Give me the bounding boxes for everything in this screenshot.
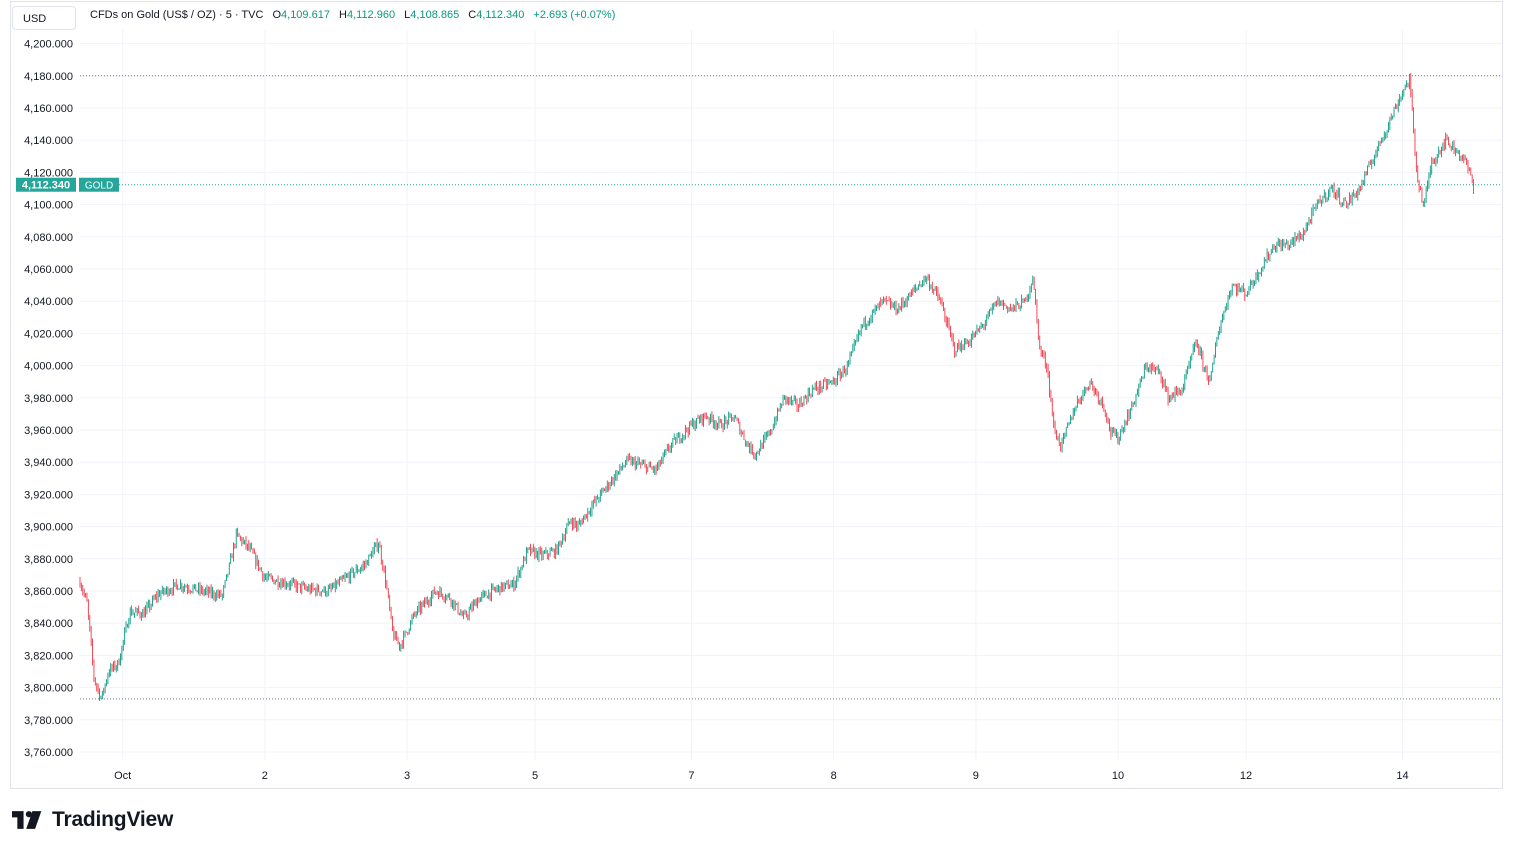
y-tick-label: 4,100.000 xyxy=(24,200,73,212)
y-tick-label: 3,980.000 xyxy=(24,393,73,405)
x-tick-label: 7 xyxy=(688,770,694,782)
y-tick-label: 3,920.000 xyxy=(24,489,73,501)
y-tick-label: 4,000.000 xyxy=(24,361,73,373)
price-tag-value: 4,112.340 xyxy=(22,180,70,192)
ohlc-legend: CFDs on Gold (US$ / OZ) · 5 · TVC O4,109… xyxy=(90,9,615,21)
x-tick-label: Oct xyxy=(114,770,131,782)
x-tick-label: 14 xyxy=(1396,770,1408,782)
last-price-tag: 4,112.340 GOLD xyxy=(16,177,119,192)
tradingview-logo-icon xyxy=(12,811,42,829)
open-label: O xyxy=(272,9,282,21)
y-tick-label: 4,120.000 xyxy=(24,167,73,179)
low-value: 4,108.865 xyxy=(410,9,460,21)
high-value: 4,112.960 xyxy=(346,9,396,21)
close-value: 4,112.340 xyxy=(476,9,525,21)
chart-frame[interactable] xyxy=(10,1,1503,789)
grid-lines xyxy=(80,30,1502,760)
y-tick-label: 4,160.000 xyxy=(24,103,73,115)
y-tick-label: 4,080.000 xyxy=(24,232,73,244)
close-label: C xyxy=(468,9,477,21)
x-tick-label: 3 xyxy=(404,770,410,782)
x-tick-label: 10 xyxy=(1112,770,1124,782)
price-tag-symbol-bg xyxy=(79,177,119,192)
y-tick-label: 3,840.000 xyxy=(24,618,73,630)
currency-button[interactable]: USD xyxy=(12,6,76,30)
x-tick-label: 5 xyxy=(532,770,538,782)
price-tag-value-bg xyxy=(16,177,76,192)
y-tick-label: 4,040.000 xyxy=(24,296,73,308)
y-tick-label: 4,140.000 xyxy=(24,135,73,147)
high-label: H xyxy=(339,9,347,21)
brand-name: TradingView xyxy=(52,808,174,831)
change-value: +2.693 (+0.07%) xyxy=(533,9,616,21)
x-tick-label: 2 xyxy=(262,770,268,782)
candles xyxy=(79,73,1475,701)
y-tick-label: 3,820.000 xyxy=(24,650,73,662)
y-tick-label: 3,800.000 xyxy=(24,683,73,695)
price-axis[interactable]: 4,200.000 4,180.000 4,160.000 4,140.000 4,12… xyxy=(24,39,73,759)
y-tick-label: 3,760.000 xyxy=(24,747,73,759)
y-tick-label: 3,960.000 xyxy=(24,425,73,437)
x-tick-label: 9 xyxy=(973,770,979,782)
tradingview-logo[interactable]: TradingView xyxy=(12,806,173,834)
y-tick-label: 3,880.000 xyxy=(24,554,73,566)
y-tick-label: 4,060.000 xyxy=(24,264,73,276)
open-value: 4,109.617 xyxy=(281,9,330,21)
y-tick-label: 3,780.000 xyxy=(24,715,73,727)
y-tick-label: 3,860.000 xyxy=(24,586,73,598)
y-tick-label: 3,940.000 xyxy=(24,457,73,469)
reference-lines xyxy=(80,75,1502,700)
x-tick-label: 12 xyxy=(1240,770,1252,782)
y-tick-label: 4,180.000 xyxy=(24,71,73,83)
price-tag-symbol: GOLD xyxy=(85,181,113,192)
y-tick-label: 3,900.000 xyxy=(24,522,73,534)
y-tick-label: 4,200.000 xyxy=(24,39,73,51)
x-tick-label: 8 xyxy=(831,770,837,782)
time-axis[interactable]: Oct 2 3 5 7 8 9 10 12 14 xyxy=(114,770,1408,782)
low-label: L xyxy=(404,9,411,21)
symbol-title[interactable]: CFDs on Gold (US$ / OZ) · 5 · TVC xyxy=(90,9,264,21)
y-tick-label: 4,020.000 xyxy=(24,328,73,340)
